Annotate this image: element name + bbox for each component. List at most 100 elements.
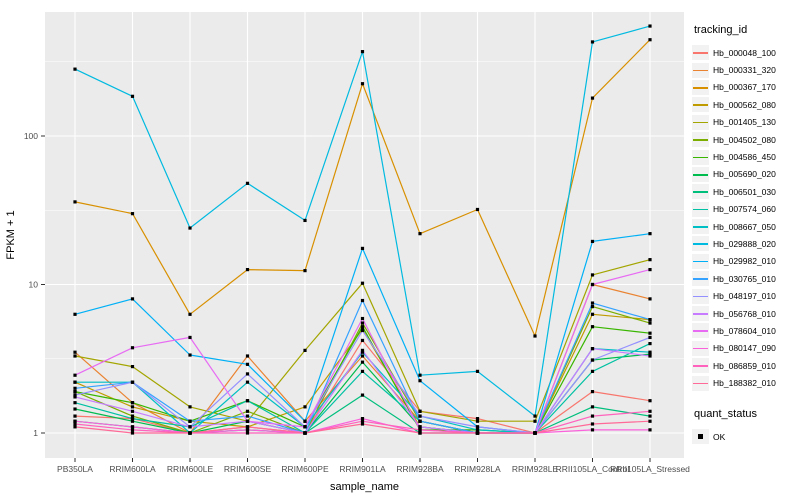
series-color-line-icon — [693, 260, 708, 263]
data-point — [648, 331, 652, 335]
legend-item-label: Hb_188382_010 — [713, 378, 776, 389]
data-point — [73, 425, 77, 429]
data-point — [590, 358, 595, 362]
series-color-line-icon — [693, 382, 708, 385]
data-point — [73, 386, 77, 390]
legend-title-quant-status: quant_status — [694, 407, 757, 420]
data-point — [590, 282, 595, 287]
data-point — [360, 281, 365, 285]
data-point — [590, 96, 595, 100]
legend-item-label: Hb_000367_170 — [713, 82, 776, 93]
data-point — [130, 425, 135, 429]
legend-key-swatch — [692, 253, 709, 269]
data-point — [360, 328, 365, 333]
legend-key-swatch — [692, 271, 709, 287]
data-point — [188, 419, 192, 423]
legend-key-swatch — [692, 340, 709, 356]
data-point — [360, 50, 365, 54]
data-point — [73, 395, 77, 399]
series-color-line-icon — [693, 86, 708, 89]
data-point — [245, 428, 250, 432]
data-point — [418, 379, 422, 383]
data-point — [533, 431, 537, 435]
data-point — [73, 350, 77, 354]
legend-item-Hb_000562_080: Hb_000562_080 — [692, 96, 798, 113]
data-point — [475, 369, 480, 373]
data-point — [245, 399, 250, 403]
legend-key-swatch — [692, 97, 709, 113]
data-point — [475, 417, 480, 421]
legend-items: Hb_000048_100 Hb_000331_320 Hb_000367_170 H… — [692, 44, 798, 392]
data-point — [245, 431, 250, 435]
data-point — [475, 428, 480, 432]
data-point — [130, 419, 135, 423]
legend-item-Hb_000367_170: Hb_000367_170 — [692, 79, 798, 96]
data-point — [360, 338, 365, 343]
data-point — [648, 335, 652, 340]
legend-key-swatch — [692, 306, 709, 322]
legend-key-swatch — [692, 79, 709, 95]
legend-item-label: Hb_086859_010 — [713, 360, 776, 371]
data-point — [590, 347, 595, 351]
data-point — [73, 414, 77, 418]
data-point — [73, 419, 77, 423]
data-point — [648, 428, 652, 432]
data-point — [418, 232, 422, 236]
data-point — [360, 348, 365, 352]
data-point — [533, 414, 537, 418]
legend-key-swatch — [692, 45, 709, 61]
series-color-line-icon — [693, 365, 708, 367]
legend-key-swatch — [692, 149, 709, 165]
data-point — [245, 267, 250, 272]
data-point — [590, 390, 595, 394]
data-point — [648, 354, 652, 358]
data-point — [360, 246, 365, 251]
series-color-line-icon — [693, 226, 708, 228]
legend-item-Hb_005690_020: Hb_005690_020 — [692, 166, 798, 183]
data-point — [533, 334, 537, 338]
data-point — [188, 335, 192, 340]
data-point — [188, 405, 192, 409]
data-point — [130, 346, 135, 350]
data-point — [648, 419, 652, 423]
y-tick-label: 1 — [33, 428, 38, 438]
data-point — [73, 200, 77, 204]
series-color-line-icon — [693, 104, 708, 106]
data-point — [188, 226, 192, 230]
legend-key-swatch — [692, 288, 709, 304]
y-axis-title: FPKM + 1 — [5, 210, 17, 259]
data-point — [418, 428, 422, 432]
legend-key-swatch — [692, 184, 709, 200]
data-point — [590, 312, 595, 316]
legend-item-label: Hb_029982_010 — [713, 256, 776, 267]
data-point — [360, 298, 365, 303]
data-point — [245, 354, 250, 358]
series-color-line-icon — [693, 295, 708, 298]
data-point — [360, 393, 365, 397]
data-point — [590, 301, 595, 305]
quant-ok-marker — [692, 429, 709, 444]
legend-item-Hb_004586_450: Hb_004586_450 — [692, 148, 798, 165]
data-point — [590, 369, 595, 373]
data-point — [188, 353, 192, 357]
data-point — [245, 380, 250, 384]
data-point — [130, 94, 135, 98]
series-color-line-icon — [693, 121, 708, 124]
legend-key-swatch — [692, 219, 709, 235]
data-point — [360, 325, 365, 329]
legend-key-swatch — [692, 132, 709, 148]
data-point — [418, 414, 422, 418]
plot-area: PB350LA RRIM600LA RRIM600LE RRIM600SE RRIM60… — [5, 12, 690, 493]
series-color-line-icon — [693, 173, 708, 176]
series-color-line-icon — [693, 69, 708, 72]
data-point — [590, 239, 595, 244]
data-point — [648, 267, 652, 272]
legend-item-label: Hb_056768_010 — [713, 308, 776, 319]
data-point — [303, 269, 307, 273]
series-color-line-icon — [693, 191, 708, 193]
series-color-line-icon — [693, 52, 708, 54]
legend-key-swatch — [692, 201, 709, 217]
legend-item-Hb_004502_080: Hb_004502_080 — [692, 131, 798, 148]
data-point — [245, 362, 250, 366]
data-point — [648, 258, 652, 262]
